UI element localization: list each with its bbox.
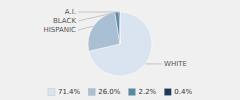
labels: WHITE HISPANICBLACKA.I. — [43, 8, 186, 68]
legend-swatch — [48, 89, 55, 96]
leader-line — [78, 12, 117, 21]
legend-item: 2.2% — [128, 88, 156, 96]
pie — [88, 12, 152, 76]
pie-slice — [88, 12, 120, 51]
slice-label: A.I. — [65, 8, 76, 16]
legend-swatch — [128, 89, 135, 96]
slice-label: WHITE — [164, 60, 187, 68]
legend-label: 26.0% — [98, 88, 121, 96]
legend-label: 71.4% — [58, 88, 81, 96]
legend-item: 71.4% — [48, 88, 81, 96]
legend-swatch — [88, 89, 95, 96]
pie-slice — [115, 12, 120, 44]
pie-slice — [119, 12, 121, 44]
chart: WHITE HISPANICBLACKA.I. 71.4% 26.0% 2.2% 0.4% — [0, 0, 240, 100]
pie-slice — [89, 12, 152, 76]
legend: 71.4% 26.0% 2.2% 0.4% — [48, 88, 192, 96]
slice-label: HISPANIC — [43, 26, 76, 34]
legend-item: 0.4% — [164, 88, 192, 96]
slice-label: BLACK — [53, 17, 76, 25]
legend-item: 26.0% — [88, 88, 121, 96]
leader-line — [145, 63, 162, 64]
leader-line — [78, 12, 120, 13]
legend-label: 2.2% — [138, 88, 156, 96]
legend-swatch — [164, 89, 171, 96]
leader-line — [78, 26, 93, 30]
legend-label: 0.4% — [174, 88, 192, 96]
